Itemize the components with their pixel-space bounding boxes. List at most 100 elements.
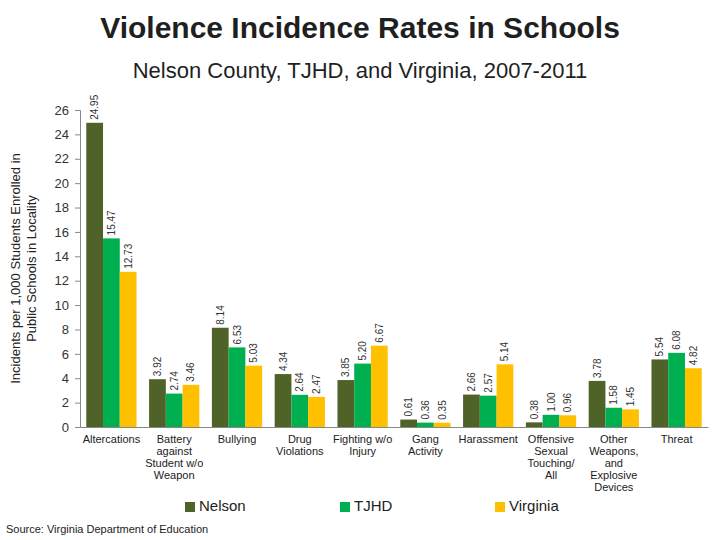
bar [417,423,434,427]
y-tick: 12 [55,273,80,288]
data-label: 2.47 [311,374,322,394]
data-label: 2.64 [294,372,305,392]
data-label: 1.00 [546,392,557,412]
data-label: 5.54 [654,337,665,357]
legend-swatch [495,502,505,512]
data-label: 5.03 [248,343,259,363]
y-tick-label: 6 [62,347,69,362]
y-tick: 0 [62,420,80,435]
data-label: 2.66 [466,372,477,392]
data-label: 2.57 [483,373,494,393]
y-tick: 18 [55,200,80,215]
y-tick: 22 [55,151,80,166]
y-tick-mark [75,183,80,184]
x-tick: GangActivity [408,427,443,457]
legend: NelsonTJHDVirginia [185,497,559,514]
bar [559,415,576,427]
bar [685,368,702,427]
y-tick-mark [75,256,80,257]
bar [400,420,417,427]
y-tick: 6 [62,347,80,362]
y-tick: 10 [55,298,80,313]
x-axis: Altercations BatteryagainstStudent w/oWea… [81,427,709,493]
y-tick-mark [75,403,80,404]
chart: Violence Incidence Rates in SchoolsNelso… [0,0,720,540]
bar [212,328,229,427]
y-tick: 4 [62,371,80,386]
data-labels: 24.953.928.144.343.850.612.660.383.785.5… [89,94,699,419]
data-label: 1.45 [625,386,636,406]
y-tick-mark [75,208,80,209]
data-label: 1.58 [608,385,619,405]
data-label: 6.08 [671,330,682,350]
bar [622,409,639,427]
x-axis-line [81,427,709,428]
x-tick-label: Harassment [459,433,518,445]
source: Source: Virginia Department of Education [6,523,208,535]
y-tick-label: 16 [55,225,69,240]
y-tick-label: 2 [62,395,69,410]
data-label: 3.85 [340,357,351,377]
bar [526,422,543,427]
y-tick: 20 [55,176,80,191]
bar [86,123,103,427]
x-tick-label: BatteryagainstStudent w/oWeapon [145,433,203,481]
bar [291,395,308,427]
y-tick-label: 26 [55,103,69,118]
x-tick-label: Threat [661,433,693,445]
y-tick-mark [75,110,80,111]
bar [229,347,246,427]
y-axis-title-line: Public Schools in Locality [24,195,39,342]
data-label: 4.34 [278,351,289,371]
y-tick-mark [75,305,80,306]
legend-label: TJHD [354,497,392,514]
data-label: 4.82 [688,345,699,365]
data-label: 6.53 [232,324,243,344]
y-tick-mark [75,232,80,233]
bar [166,394,183,427]
bar [543,415,560,427]
x-tick: Fighting w/oInjury [333,427,392,457]
y-tick-label: 14 [55,249,69,264]
bar [589,381,606,427]
y-axis: 02468101214161820222426 [55,103,81,435]
data-label: 15.47 [106,210,117,235]
y-tick-mark [75,354,80,355]
data-label: 6.67 [374,323,385,343]
x-tick: Bullying [218,427,257,445]
bar [605,408,622,427]
y-axis-title-line: Incidents per 1,000 Students Enrolled in [8,153,23,384]
data-label: 3.92 [152,356,163,376]
legend-label: Nelson [199,497,246,514]
x-tick-label: GangActivity [408,433,443,457]
y-tick: 14 [55,249,80,264]
data-label: 0.38 [529,399,540,419]
y-tick-label: 10 [55,298,69,313]
y-tick: 8 [62,322,80,337]
bar [463,395,480,427]
bars [86,123,701,427]
y-tick-label: 22 [55,151,69,166]
y-tick-label: 8 [62,322,69,337]
bar [120,272,137,427]
bar [354,364,371,427]
legend-swatch [340,502,350,512]
data-label: 0.61 [403,397,414,417]
bar [103,238,120,427]
data-label: 5.20 [357,341,368,361]
x-tick-label: Altercations [83,433,141,445]
y-tick-mark [75,134,80,135]
bar [149,379,166,427]
bar [497,364,514,427]
bar [337,380,354,427]
data-label: 0.96 [562,392,573,412]
y-tick-label: 18 [55,200,69,215]
x-tick: Harassment [459,427,518,445]
data-label: 12.73 [123,243,134,268]
bar [245,366,262,427]
y-tick-label: 4 [62,371,69,386]
x-tick: BatteryagainstStudent w/oWeapon [145,427,203,481]
data-label: 24.95 [89,94,100,119]
bar [480,396,497,427]
x-tick: Altercations [83,427,141,445]
